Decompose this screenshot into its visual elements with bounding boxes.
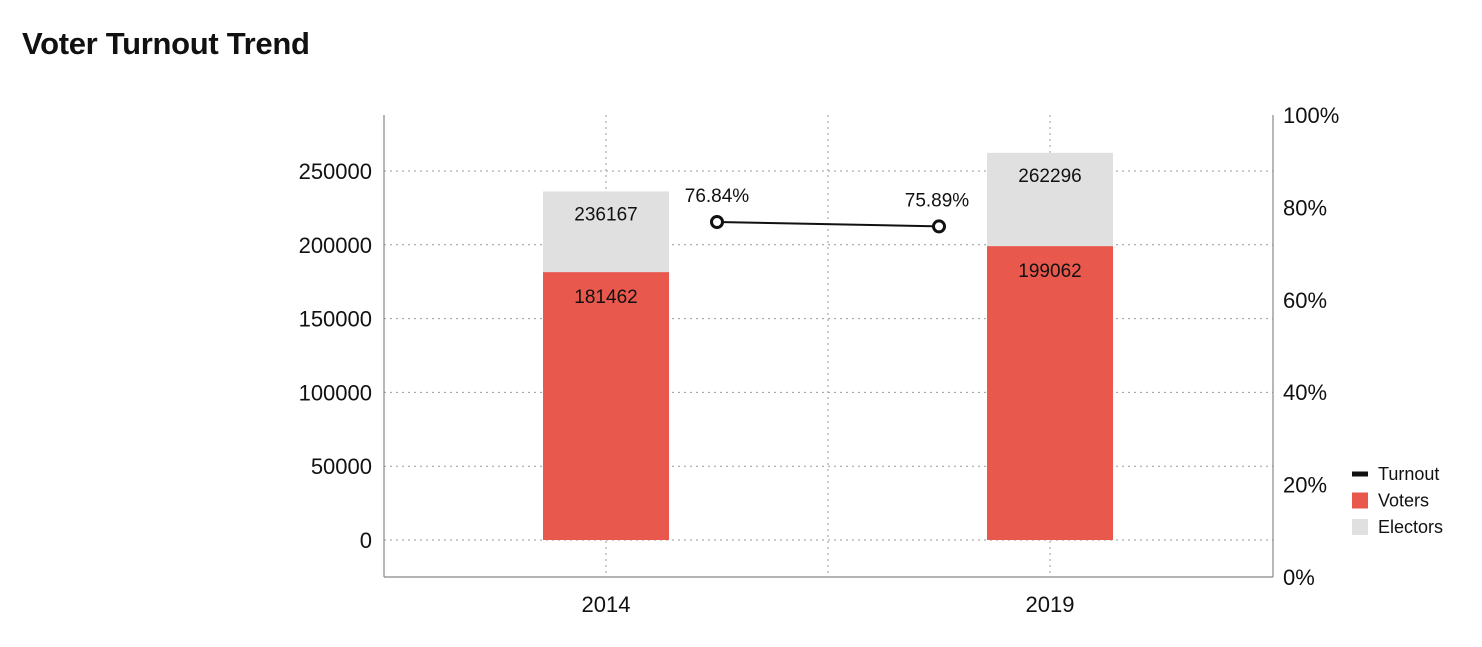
- y-right-tick-label: 60%: [1283, 288, 1327, 313]
- label-electors-2014: 236167: [574, 204, 637, 225]
- turnout-point-2019: [932, 219, 946, 234]
- x-tick-label: 2014: [582, 592, 631, 617]
- label-electors-2019: 262296: [1018, 166, 1081, 187]
- bar-voters-2014: [543, 272, 669, 540]
- y-left-tick-label: 150000: [299, 307, 372, 332]
- y-right-tick-label: 20%: [1283, 473, 1327, 498]
- y-left-tick-label: 0: [360, 528, 372, 553]
- legend-label-turnout: Turnout: [1378, 464, 1439, 484]
- axes: [383, 115, 1274, 578]
- legend-label-voters: Voters: [1378, 491, 1429, 511]
- turnout-series-line: [716, 220, 940, 228]
- label-turnout-2014: 76.84%: [685, 186, 750, 207]
- label-voters-2014: 181462: [574, 287, 637, 308]
- y-right-tick-label: 0%: [1283, 565, 1315, 590]
- legend: Turnout Voters Electors: [1352, 464, 1443, 537]
- x-tick-label: 2019: [1026, 592, 1075, 617]
- turnout-line: [710, 214, 946, 234]
- y-right-tick-label: 40%: [1283, 380, 1327, 405]
- bar-voters-2019: [987, 246, 1113, 540]
- tick-labels: 2014 2019 0 50000 100000 150000 200000 250000 0%…: [299, 103, 1340, 617]
- grid-lines: [384, 115, 1273, 577]
- data-labels: 236167 181462 262296 199062 76.84% 75.89%: [574, 166, 1081, 308]
- y-left-tick-label: 250000: [299, 159, 372, 184]
- legend-swatch-voters: [1352, 492, 1368, 509]
- y-left-tick-label: 50000: [311, 454, 372, 479]
- y-left-tick-label: 200000: [299, 233, 372, 258]
- legend-swatch-turnout: [1352, 471, 1368, 477]
- legend-swatch-electors: [1352, 519, 1368, 535]
- y-left-tick-label: 100000: [299, 380, 372, 405]
- y-right-tick-label: 100%: [1283, 103, 1339, 128]
- turnout-point-2014: [710, 214, 724, 229]
- chart-title: Voter Turnout Trend: [22, 26, 310, 61]
- label-turnout-2019: 75.89%: [905, 190, 970, 211]
- bars: [543, 152, 1113, 540]
- y-right-tick-label: 80%: [1283, 195, 1327, 220]
- label-voters-2019: 199062: [1018, 261, 1081, 282]
- legend-label-electors: Electors: [1378, 517, 1443, 537]
